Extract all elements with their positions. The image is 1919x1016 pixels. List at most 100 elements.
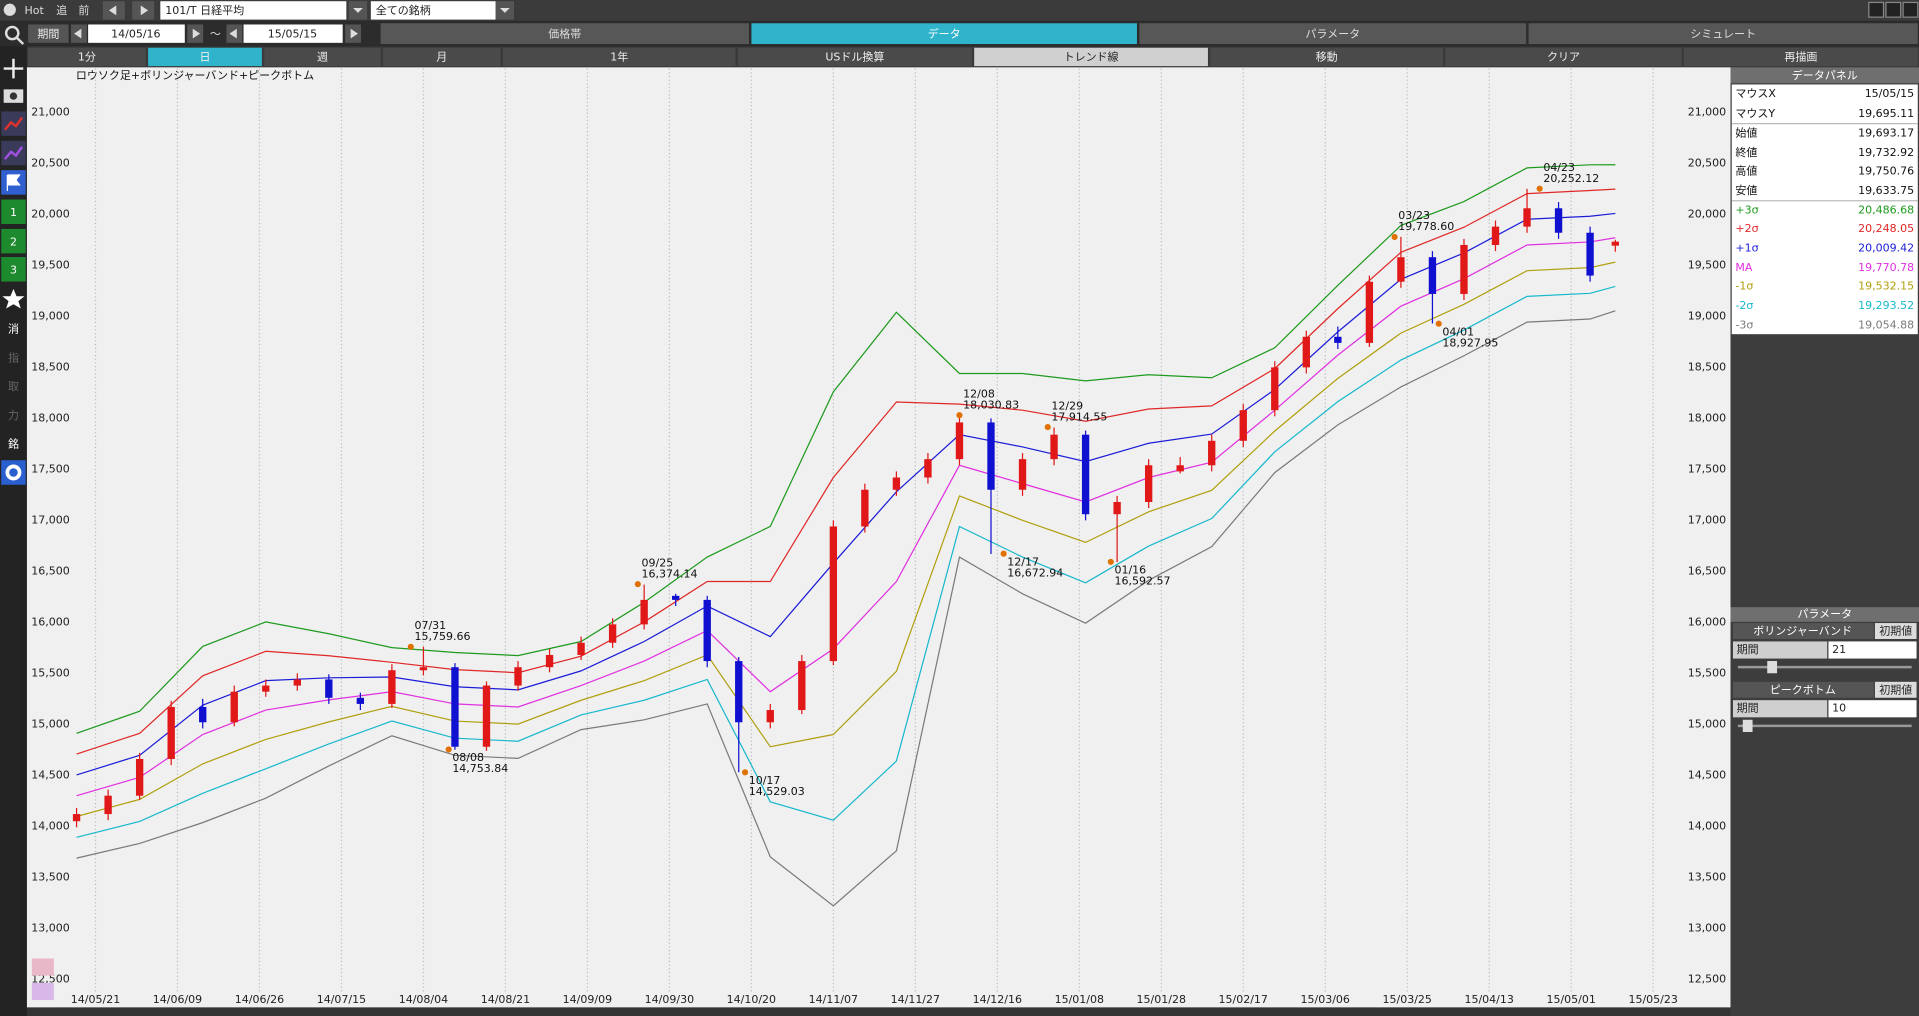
reset-button[interactable] (1874, 681, 1917, 698)
y-tick-label-right: 20,500 (1688, 156, 1726, 169)
candle-body (892, 477, 901, 490)
y-tick-label-right: 19,500 (1688, 258, 1726, 271)
symbol-input[interactable] (160, 1, 347, 20)
x-tick-label: 15/01/28 (1137, 993, 1186, 1006)
peak-value: 16,374.14 (642, 567, 698, 580)
candle-body (829, 526, 838, 662)
tab-label: シミュレート (1690, 27, 1756, 40)
sidebar-button[interactable]: 力 (8, 409, 19, 422)
data-row-label: -2σ (1735, 299, 1753, 312)
peak-date: 04/23 (1543, 161, 1575, 174)
window-control[interactable] (1885, 1, 1902, 18)
layout-button[interactable] (1, 257, 26, 282)
reset-label[interactable]: 初期値 (1879, 683, 1912, 696)
interval-button[interactable] (503, 47, 736, 67)
window-control[interactable] (1902, 1, 1919, 18)
sidebar-button[interactable]: 1 (10, 206, 17, 219)
settings-icon[interactable] (1, 460, 26, 485)
sidebar-button[interactable]: 2 (10, 235, 17, 248)
y-tick-label-right: 21,000 (1688, 105, 1726, 118)
x-tick-label: 15/04/13 (1464, 993, 1513, 1006)
candle-body (1208, 440, 1216, 466)
window-control[interactable] (1868, 1, 1885, 18)
param-input[interactable] (1828, 641, 1917, 659)
tab[interactable] (1139, 23, 1527, 45)
y-tick-label: 19,000 (31, 309, 69, 322)
mini-icon[interactable] (31, 958, 54, 976)
bollinger-band (76, 261, 1616, 818)
y-tick-label: 14,500 (31, 768, 69, 781)
sidebar-button[interactable]: 指 (8, 351, 19, 365)
star-icon[interactable] (2, 288, 25, 309)
param-value: 10 (1832, 702, 1846, 715)
candle-body (1176, 465, 1184, 472)
data-row-value: 19,770.78 (1858, 261, 1914, 274)
candle-body (1050, 434, 1058, 460)
interval-button[interactable] (383, 47, 501, 67)
tab-label: 価格帯 (548, 26, 581, 40)
x-tick-label: 15/02/17 (1219, 993, 1268, 1006)
interval-button[interactable] (148, 47, 262, 67)
bollinger-band (76, 237, 1616, 797)
sidebar-button[interactable]: 取 (8, 380, 19, 393)
tool-button[interactable] (1445, 47, 1682, 67)
param-input[interactable] (1828, 700, 1917, 718)
sidebar-button[interactable]: 銘 (8, 437, 19, 450)
data-row-label: 終値 (1735, 146, 1757, 159)
toolbar-button[interactable]: 追 (56, 3, 67, 17)
tool-label: トレンド線 (1064, 51, 1119, 64)
peak-value: 18,030.83 (963, 398, 1019, 411)
sidebar-button[interactable]: 3 (10, 264, 17, 277)
sidebar-button[interactable]: 消 (8, 321, 19, 335)
tool-button[interactable] (974, 47, 1208, 67)
layout-button[interactable] (1, 199, 26, 225)
y-tick-label: 18,000 (31, 411, 69, 424)
date-input[interactable] (88, 24, 185, 43)
y-tick-label-right: 14,500 (1688, 768, 1726, 781)
param-label: 期間 (1737, 643, 1759, 656)
slider-knob[interactable] (1742, 719, 1753, 733)
tab[interactable] (751, 23, 1137, 45)
peak-marker (1391, 233, 1398, 241)
peak-marker (956, 412, 963, 419)
toolbar-button[interactable]: 前 (78, 3, 89, 17)
y-tick-label-right: 18,500 (1688, 360, 1726, 373)
data-row-label: 安値 (1735, 184, 1757, 197)
x-tick-label: 14/06/26 (235, 993, 284, 1006)
y-tick-label-right: 15,000 (1688, 717, 1726, 730)
date-to: 15/05/15 (268, 27, 317, 40)
filter-input[interactable] (370, 1, 496, 20)
reset-label[interactable]: 初期値 (1879, 625, 1912, 638)
interval-button[interactable] (28, 47, 146, 67)
data-panel-title: データパネル (1792, 68, 1858, 82)
interval-label: 1年 (610, 50, 628, 64)
hot-button[interactable]: Hot (24, 4, 44, 17)
date-input[interactable] (243, 24, 343, 43)
x-tick-label: 14/06/09 (153, 993, 202, 1006)
peak-date: 10/17 (749, 774, 781, 787)
tool-button[interactable] (737, 47, 972, 67)
candle-body (924, 459, 932, 478)
y-tick-label: 18,500 (31, 360, 69, 373)
crosshair-icon[interactable] (3, 58, 24, 79)
reset-button[interactable] (1874, 623, 1917, 639)
peak-date: 12/08 (963, 387, 995, 400)
peak-marker (1435, 320, 1442, 327)
candle-body (325, 679, 333, 698)
mini-icon[interactable] (31, 982, 54, 1001)
y-tick-label-right: 18,000 (1688, 411, 1726, 424)
candle-body (545, 654, 554, 668)
y-tick-label: 16,000 (31, 615, 69, 628)
peak-marker (407, 643, 414, 650)
tool-button[interactable] (1684, 47, 1918, 67)
candle-body (104, 795, 112, 815)
layout-button[interactable] (1, 228, 26, 254)
tab[interactable] (1528, 23, 1918, 45)
interval-button[interactable] (264, 47, 381, 67)
data-row-value: 19,750.76 (1858, 164, 1914, 177)
tool-button[interactable] (1210, 47, 1443, 67)
group-name: ボリンジャーバンド (1753, 625, 1852, 638)
slider-knob[interactable] (1767, 661, 1778, 674)
x-tick-label: 14/08/21 (481, 993, 530, 1006)
tab[interactable] (380, 23, 749, 45)
